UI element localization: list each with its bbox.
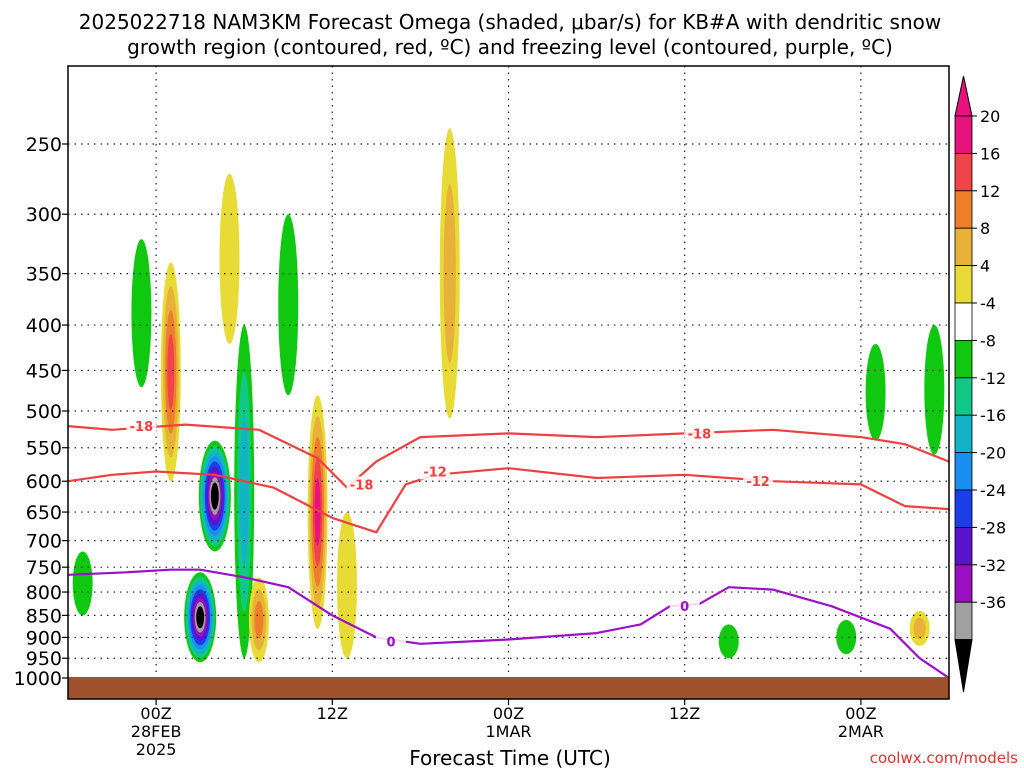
omega-cell bbox=[924, 325, 944, 455]
x-tick-label: 12Z bbox=[317, 704, 348, 723]
colorbar-label: -4 bbox=[980, 294, 996, 313]
omega-cell bbox=[719, 624, 739, 658]
y-tick-label: 500 bbox=[26, 401, 62, 423]
colorbar-label: 12 bbox=[980, 182, 1000, 201]
contour-label: -18 bbox=[350, 478, 374, 493]
chart-title-line-1: 2025022718 NAM3KM Forecast Omega (shaded… bbox=[79, 10, 941, 34]
omega-cell bbox=[240, 418, 249, 566]
colorbar-label: -20 bbox=[980, 444, 1006, 463]
y-tick-label: 850 bbox=[26, 605, 62, 627]
chart-title-line-2: growth region (contoured, red, ºC) and f… bbox=[127, 35, 893, 59]
colorbar-swatch bbox=[955, 527, 972, 564]
colorbar-label: -36 bbox=[980, 593, 1006, 612]
colorbar-label: -16 bbox=[980, 406, 1006, 425]
contour-label: -18 bbox=[688, 427, 712, 442]
omega-cell bbox=[131, 239, 151, 387]
colorbar-label: -24 bbox=[980, 481, 1006, 500]
x-tick-label: 00Z bbox=[493, 704, 524, 723]
colorbar-label: -32 bbox=[980, 556, 1006, 575]
y-tick-label: 800 bbox=[26, 582, 62, 604]
omega-cell bbox=[913, 618, 925, 640]
colorbar-swatch bbox=[955, 565, 972, 602]
colorbar-arrow-top bbox=[955, 76, 972, 116]
ground-terrain bbox=[68, 677, 949, 699]
colorbar-swatch bbox=[955, 116, 972, 153]
omega-cell bbox=[212, 488, 218, 505]
y-tick-label: 450 bbox=[26, 360, 62, 382]
omega-cell bbox=[278, 214, 298, 395]
colorbar-swatch bbox=[955, 153, 972, 190]
y-tick-label: 250 bbox=[26, 134, 62, 156]
omega-cell bbox=[73, 551, 93, 615]
colorbar-label: -28 bbox=[980, 518, 1006, 537]
omega-time-height-chart: 2025022718 NAM3KM Forecast Omega (shaded… bbox=[0, 0, 1024, 768]
x-tick-label: 1MAR bbox=[485, 722, 531, 741]
y-tick-label: 750 bbox=[26, 557, 62, 579]
contour-label: -12 bbox=[746, 475, 770, 490]
colorbar-label: 8 bbox=[980, 219, 990, 238]
y-tick-label: 700 bbox=[26, 531, 62, 553]
x-axis-title: Forecast Time (UTC) bbox=[409, 746, 611, 768]
x-tick-label: 12Z bbox=[669, 704, 700, 723]
y-tick-label: 600 bbox=[26, 471, 62, 493]
colorbar-label: 4 bbox=[980, 257, 990, 276]
omega-cell bbox=[197, 610, 203, 624]
x-tick-label: 2MAR bbox=[838, 722, 884, 741]
y-tick-label: 1000 bbox=[14, 668, 62, 690]
contour-label: 0 bbox=[387, 636, 396, 651]
colorbar-swatch bbox=[955, 303, 972, 340]
colorbar-swatch bbox=[955, 340, 972, 377]
omega-cell bbox=[866, 344, 886, 441]
colorbar-swatch bbox=[955, 228, 972, 265]
x-tick-label: 28FEB bbox=[131, 722, 182, 741]
x-tick-label: 2025 bbox=[136, 740, 177, 759]
colorbar-swatch bbox=[955, 191, 972, 228]
y-tick-label: 650 bbox=[26, 502, 62, 524]
omega-cell bbox=[337, 512, 357, 658]
colorbar-label: 20 bbox=[980, 107, 1000, 126]
y-tick-label: 950 bbox=[26, 648, 62, 670]
colorbar-swatch bbox=[955, 378, 972, 415]
pressure-axis: 2503003504004505005506006507007508008509… bbox=[14, 134, 68, 690]
omega-cell bbox=[220, 174, 240, 344]
colorbar-label: -8 bbox=[980, 331, 996, 350]
colorbar-swatch bbox=[955, 490, 972, 527]
y-tick-label: 350 bbox=[26, 264, 62, 286]
omega-shading bbox=[73, 128, 945, 662]
y-tick-label: 300 bbox=[26, 204, 62, 226]
colorbar-label: 16 bbox=[980, 144, 1000, 163]
colorbar-swatch bbox=[955, 415, 972, 452]
colorbar-swatch bbox=[955, 602, 972, 639]
colorbar-swatch bbox=[955, 266, 972, 303]
y-tick-label: 400 bbox=[26, 315, 62, 337]
colorbar: 20 16 12 8 4 -4 -8 -12 -16 -20 -24 -28 -32 -36 bbox=[955, 76, 1006, 692]
omega-cell bbox=[254, 601, 263, 639]
contour-label: -12 bbox=[423, 465, 447, 480]
site-credit: coolwx.com/models bbox=[870, 749, 1018, 767]
colorbar-swatch bbox=[955, 453, 972, 490]
omega-cell bbox=[836, 620, 856, 654]
contour-label: 0 bbox=[680, 600, 689, 615]
x-tick-label: 00Z bbox=[845, 704, 876, 723]
x-tick-label: 00Z bbox=[140, 704, 171, 723]
omega-cell bbox=[167, 334, 174, 410]
y-tick-label: 900 bbox=[26, 627, 62, 649]
y-tick-label: 550 bbox=[26, 438, 62, 460]
colorbar-label: -12 bbox=[980, 369, 1006, 388]
colorbar-arrow-bottom bbox=[955, 640, 972, 692]
contour-label: -18 bbox=[130, 420, 154, 435]
